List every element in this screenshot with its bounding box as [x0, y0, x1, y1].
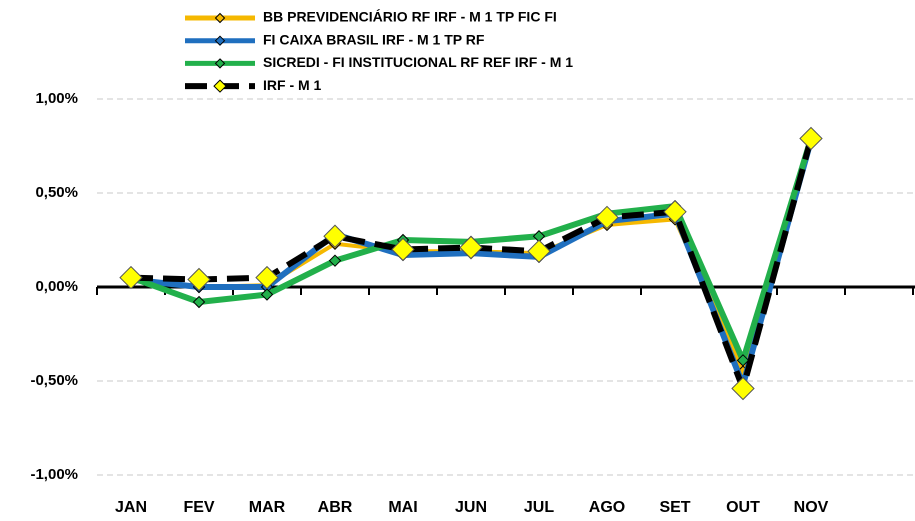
series-marker	[799, 126, 823, 151]
y-tick-label: -0,50%	[30, 372, 78, 389]
y-tick-label: 0,00%	[35, 278, 78, 295]
x-tick-label: OUT	[726, 499, 760, 516]
legend-marker	[214, 12, 226, 24]
y-tick-label: 0,50%	[35, 184, 78, 201]
legend-marker	[213, 79, 227, 93]
series-line	[130, 137, 814, 392]
x-tick-label: MAI	[388, 499, 417, 516]
y-tick-label: 1,00%	[35, 90, 78, 107]
x-tick-label: AGO	[589, 499, 625, 516]
series-marker	[391, 237, 415, 262]
series-marker	[527, 239, 551, 263]
series-marker	[663, 200, 687, 224]
x-tick-label: JUN	[455, 499, 487, 516]
series-line	[130, 139, 814, 388]
series-marker	[260, 288, 274, 301]
x-tick-label: ABR	[318, 499, 353, 516]
series-marker	[119, 265, 143, 290]
series-marker	[192, 295, 206, 309]
x-tick-label: JUL	[524, 499, 554, 516]
legend-label: BB PREVIDENCIÁRIO RF IRF - M 1 TP FIC FI	[263, 9, 557, 25]
legend-marker	[214, 35, 226, 46]
series-marker	[328, 254, 342, 267]
legend-label: IRF - M 1	[263, 77, 322, 93]
legend-label: FI CAIXA BRASIL IRF - M 1 TP RF	[263, 31, 485, 47]
x-tick-label: NOV	[794, 499, 829, 516]
x-tick-label: JAN	[115, 499, 147, 516]
series-marker	[736, 354, 750, 367]
x-tick-label: SET	[659, 499, 690, 516]
series-marker	[187, 267, 211, 292]
series-marker	[459, 235, 483, 260]
series-marker	[255, 265, 279, 290]
legend-marker	[214, 58, 226, 69]
x-tick-label: FEV	[183, 499, 214, 516]
series-marker	[595, 205, 619, 230]
x-tick-label: MAR	[249, 499, 286, 516]
series-marker	[323, 224, 347, 248]
series-marker	[731, 376, 755, 401]
legend-label: SICREDI - FI INSTITUCIONAL RF REF IRF - …	[263, 54, 573, 70]
y-tick-label: -1,00%	[30, 466, 78, 483]
